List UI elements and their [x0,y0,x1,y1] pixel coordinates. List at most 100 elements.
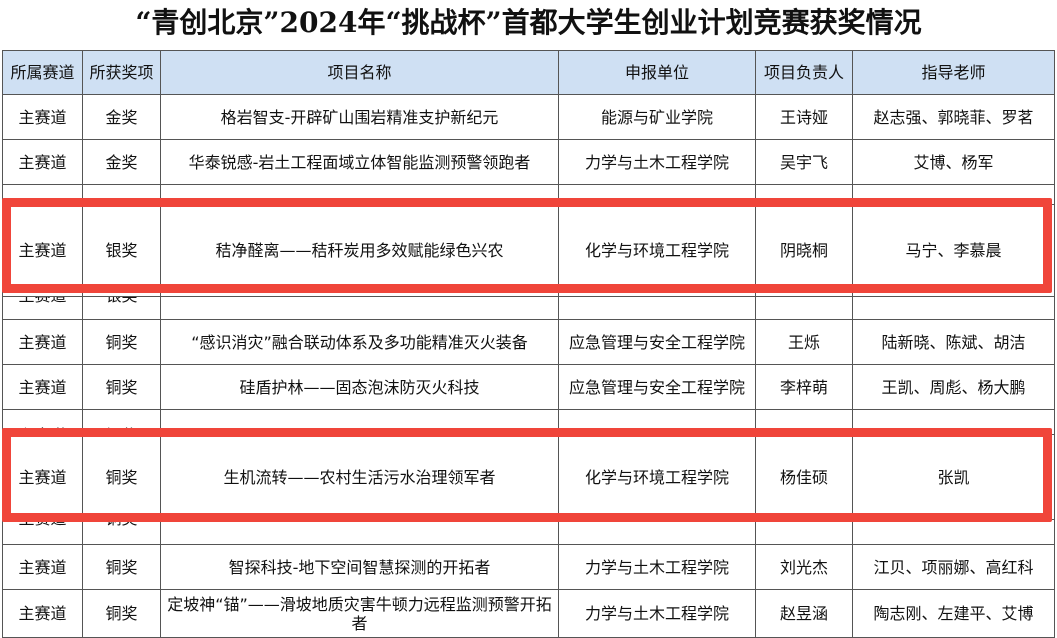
table-row: 主赛道 铜奖 智探科技-地下空间智慧探测的开拓者 力学与土木工程学院 刘光杰 江贝、项丽娜… [2,545,1055,590]
cell-text: 所属赛道 [10,63,75,82]
table-cell [160,520,558,545]
cell-text: 主赛道 [18,557,67,577]
cell-text: 主赛道 [18,241,67,260]
table-cell: 王诗娅 [755,95,852,140]
cell-text: 王烁 [787,332,820,352]
cell-text: 王凯、周彪、杨大鹏 [881,377,1026,397]
table-cell: 赵志强、郭晓菲、罗茗 [852,95,1055,140]
cell-text: 铜奖 [105,332,138,352]
table-cell: 力学与土木工程学院 [558,140,755,185]
cell-text: 项目负责人 [763,63,844,82]
table-cell [558,520,755,545]
table-cell: 所属赛道 [2,50,82,95]
table-cell: 主赛道 [2,520,82,545]
table-cell [755,520,852,545]
table-cell: 主赛道 [2,545,82,590]
table-row: 主赛道 铜奖 定坡神“锚”——滑坡地质灾害牛顿力远程监测预警开拓者 力学与土木工程学院… [2,590,1055,638]
table-cell: 铜奖 [82,365,160,410]
table-row: 主赛道 铜奖 “感识消灾”融合联动体系及多功能精准灭火装备 应急管理与安全工程学院 王烁… [2,320,1055,365]
table-cell: 华泰锐感-岩土工程面域立体智能监测预警领跑者 [160,140,558,185]
cell-text: 铜奖 [105,520,137,528]
table-cell: 陆新晓、陈斌、胡洁 [852,320,1055,365]
cell-text: 铜奖 [105,377,138,397]
table-row: 主赛道 铜奖 [2,520,1055,545]
table-cell: 格岩智支-开辟矿山围岩精准支护新纪元 [160,95,558,140]
table-cell [160,297,558,320]
table-cell: 项目名称 [160,50,558,95]
table-cell: 吴宇飞 [755,140,852,185]
cell-text: 阴晓桐 [779,241,828,260]
table-cell: 主赛道 [2,140,82,185]
table-row: 主赛道 金奖 格岩智支-开辟矿山围岩精准支护新纪元 能源与矿业学院 王诗娅 赵志强、郭晓菲… [2,95,1055,140]
table-cell: 李梓萌 [755,365,852,410]
cell-text: 应急管理与安全工程学院 [568,332,745,352]
table-cell: 阴晓桐 [755,205,852,297]
cell-text: 力学与土木工程学院 [584,604,729,623]
table-cell: 定坡神“锚”——滑坡地质灾害牛顿力远程监测预警开拓者 [160,590,558,638]
cell-text: 陆新晓、陈斌、胡洁 [881,332,1026,352]
table-cell [558,297,755,320]
cell-text: 金奖 [105,107,138,127]
cell-text: 金奖 [105,152,138,172]
cell-text: 主赛道 [18,332,67,352]
table-cell: 金奖 [82,140,160,185]
cell-text: 格岩智支-开辟矿山围岩精准支护新纪元 [220,107,499,127]
cell-text: 定坡神“锚”——滑坡地质灾害牛顿力远程监测预警开拓者 [167,594,552,633]
table-cell: 主赛道 [2,297,82,320]
cell-text: 所获奖项 [89,63,154,82]
table-cell: 王凯、周彪、杨大鹏 [852,365,1055,410]
highlight-box [2,198,1052,293]
cell-text: 申报单位 [624,63,689,82]
cell-text: 力学与土木工程学院 [584,557,729,577]
table-cell: 智探科技-地下空间智慧探测的开拓者 [160,545,558,590]
cell-text: 赵昱涵 [779,604,828,623]
cell-text: 陶志刚、左建平、艾博 [873,604,1034,623]
table-cell: 力学与土木工程学院 [558,545,755,590]
cell-text: 王诗娅 [779,107,828,127]
table-cell: 银奖 [82,297,160,320]
cell-text: 智探科技-地下空间智慧探测的开拓者 [228,557,491,577]
table-cell: 秸净醛离——秸秆炭用多效赋能绿色兴农 [160,205,558,297]
cell-text: 华泰锐感-岩土工程面域立体智能监测预警领跑者 [188,152,531,172]
table-cell: 所获奖项 [82,50,160,95]
table-cell: 主赛道 [2,590,82,638]
table-cell: 银奖 [82,205,160,297]
cell-text: 项目名称 [327,63,392,82]
cell-text: 指导老师 [921,63,986,82]
cell-text: 力学与土木工程学院 [584,152,729,172]
table-cell [852,520,1055,545]
cell-text: 能源与矿业学院 [600,107,713,127]
cell-text: 主赛道 [18,297,66,305]
cell-text: 赵志强、郭晓菲、罗茗 [873,107,1034,127]
cell-text: 艾博、杨军 [913,152,994,172]
cell-text: 铜奖 [105,467,138,487]
table-row: 主赛道 银奖 秸净醛离——秸秆炭用多效赋能绿色兴农 化学与环境工程学院 阴晓桐 马宁、李慕… [2,205,1055,297]
table-cell: 铜奖 [82,590,160,638]
cell-text: 铜奖 [105,557,138,577]
cell-text: 化学与环境工程学院 [584,241,729,260]
cell-text: 银奖 [105,241,138,260]
cell-text: 主赛道 [18,377,67,397]
cell-text: 马宁、李慕晨 [905,241,1002,260]
table-row: 主赛道 金奖 华泰锐感-岩土工程面域立体智能监测预警领跑者 力学与土木工程学院 吴宇飞 艾… [2,140,1055,185]
cell-text: 应急管理与安全工程学院 [568,377,745,397]
cell-text: 主赛道 [18,520,66,528]
table-cell [755,297,852,320]
cell-text: 主赛道 [18,467,67,487]
table-cell: 刘光杰 [755,545,852,590]
table-cell: 艾博、杨军 [852,140,1055,185]
cell-text: 硅盾护林——固态泡沫防灭火科技 [239,377,480,397]
table-row: 主赛道 铜奖 硅盾护林——固态泡沫防灭火科技 应急管理与安全工程学院 李梓萌 王凯、周彪、… [2,365,1055,410]
cell-text: 吴宇飞 [779,152,828,172]
cell-text: 李梓萌 [779,377,828,397]
cell-text: 化学与环境工程学院 [584,467,729,487]
cell-text: 刘光杰 [779,557,828,577]
table-cell: 申报单位 [558,50,755,95]
table-cell: 主赛道 [2,320,82,365]
table-cell: 力学与土木工程学院 [558,590,755,638]
table-cell: “感识消灾”融合联动体系及多功能精准灭火装备 [160,320,558,365]
table-cell: 指导老师 [852,50,1055,95]
table-cell: 铜奖 [82,545,160,590]
table-cell: 化学与环境工程学院 [558,205,755,297]
table-cell: 应急管理与安全工程学院 [558,320,755,365]
